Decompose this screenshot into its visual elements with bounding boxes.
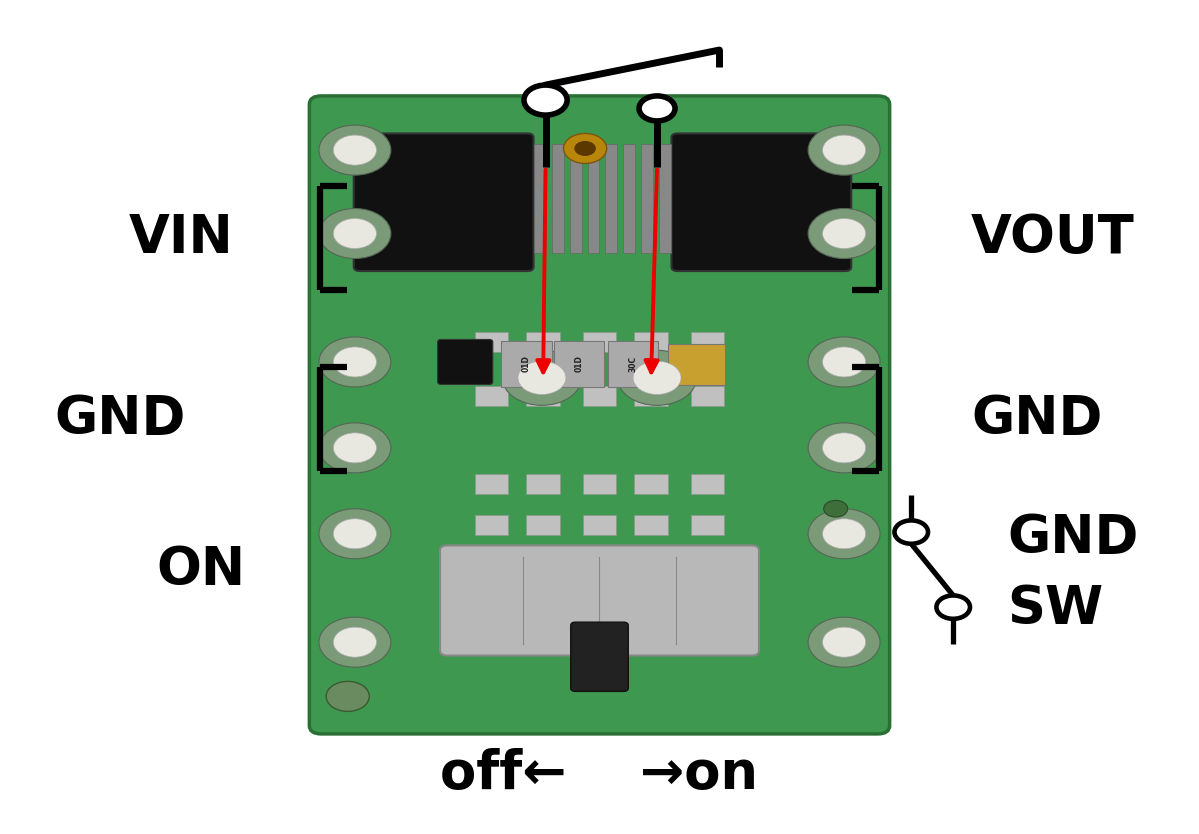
Bar <box>475 474 508 494</box>
Bar <box>691 386 724 406</box>
Circle shape <box>808 617 880 667</box>
Circle shape <box>333 347 376 377</box>
Circle shape <box>326 681 369 711</box>
FancyBboxPatch shape <box>440 545 759 656</box>
Bar <box>526 474 560 494</box>
Bar <box>475 332 508 352</box>
Bar <box>608 341 658 387</box>
Bar <box>668 344 725 385</box>
Circle shape <box>617 350 697 405</box>
Text: VIN: VIN <box>129 212 234 264</box>
Circle shape <box>333 219 376 249</box>
Circle shape <box>319 617 391 667</box>
Circle shape <box>808 125 880 175</box>
Circle shape <box>808 423 880 473</box>
Bar <box>634 386 668 406</box>
Circle shape <box>823 627 866 657</box>
FancyBboxPatch shape <box>571 622 628 691</box>
Bar <box>605 144 617 253</box>
Bar <box>526 386 560 406</box>
Bar <box>552 144 564 253</box>
Circle shape <box>824 500 848 517</box>
Bar <box>475 515 508 535</box>
Circle shape <box>574 141 596 156</box>
Bar <box>691 332 724 352</box>
FancyBboxPatch shape <box>671 133 851 271</box>
Bar <box>641 144 653 253</box>
Circle shape <box>639 96 675 121</box>
Text: GND: GND <box>54 393 186 445</box>
Bar <box>526 515 560 535</box>
Text: SW: SW <box>1007 583 1103 635</box>
Bar <box>583 332 616 352</box>
Circle shape <box>502 350 582 405</box>
Circle shape <box>333 627 376 657</box>
Bar <box>534 144 546 253</box>
Bar <box>583 386 616 406</box>
Circle shape <box>319 509 391 559</box>
Text: 01D: 01D <box>522 355 531 373</box>
Text: VOUT: VOUT <box>971 212 1135 264</box>
Circle shape <box>319 125 391 175</box>
Circle shape <box>319 337 391 387</box>
Circle shape <box>333 433 376 463</box>
Bar <box>634 515 668 535</box>
Bar <box>583 515 616 535</box>
Circle shape <box>808 208 880 259</box>
Text: off←    →on: off← →on <box>440 748 759 800</box>
Bar <box>554 341 604 387</box>
Bar <box>634 474 668 494</box>
Circle shape <box>808 509 880 559</box>
Bar <box>475 386 508 406</box>
Bar <box>634 332 668 352</box>
Text: GND: GND <box>971 393 1103 445</box>
Circle shape <box>319 208 391 259</box>
Circle shape <box>319 423 391 473</box>
Text: GND: GND <box>1007 512 1139 564</box>
Circle shape <box>808 337 880 387</box>
Bar <box>570 144 582 253</box>
Circle shape <box>894 520 928 544</box>
Bar <box>588 144 600 253</box>
Text: ON: ON <box>157 545 246 596</box>
Circle shape <box>823 135 866 165</box>
Bar <box>583 474 616 494</box>
Circle shape <box>633 361 681 394</box>
Circle shape <box>823 347 866 377</box>
Circle shape <box>333 135 376 165</box>
Circle shape <box>333 519 376 549</box>
Circle shape <box>823 519 866 549</box>
Bar <box>526 332 560 352</box>
Bar <box>659 144 671 253</box>
Bar <box>501 341 552 387</box>
Circle shape <box>823 433 866 463</box>
Bar <box>623 144 635 253</box>
Text: 01D: 01D <box>574 355 584 373</box>
Circle shape <box>524 85 567 115</box>
Bar <box>691 515 724 535</box>
FancyBboxPatch shape <box>354 133 534 271</box>
Circle shape <box>823 219 866 249</box>
Circle shape <box>936 595 970 619</box>
FancyBboxPatch shape <box>438 339 493 384</box>
Circle shape <box>564 133 607 163</box>
Text: 30C: 30C <box>628 356 638 372</box>
Circle shape <box>518 361 566 394</box>
FancyBboxPatch shape <box>309 96 890 734</box>
Bar <box>691 474 724 494</box>
